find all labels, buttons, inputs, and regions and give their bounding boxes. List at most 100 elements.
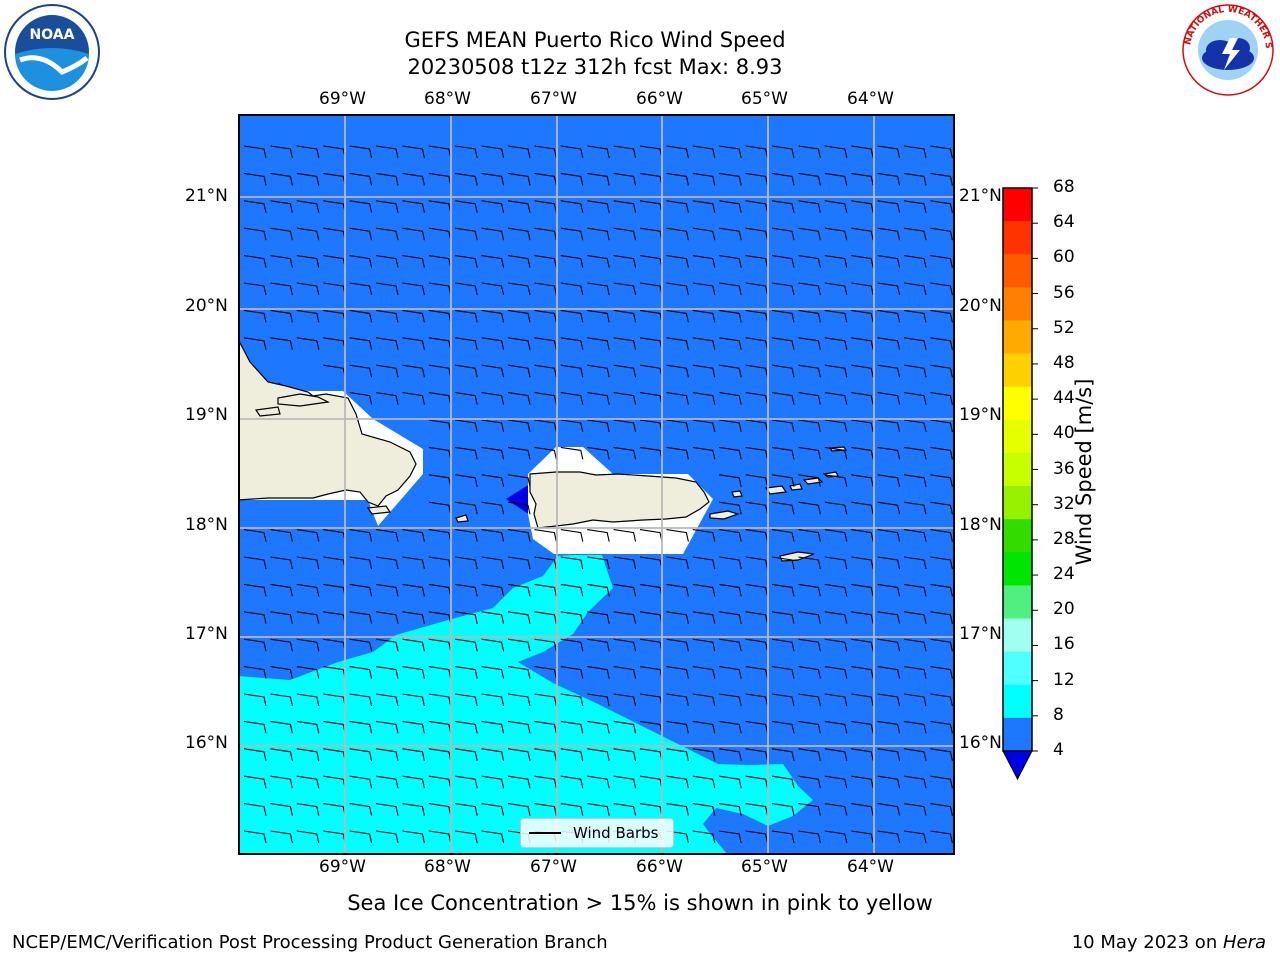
- wind-barb: [243, 282, 267, 296]
- wind-barb: [851, 693, 874, 707]
- wind-barb: [243, 200, 267, 213]
- wind-barb: [296, 748, 320, 761]
- wind-barb: [930, 474, 953, 487]
- wind-barb: [296, 720, 320, 734]
- wind-barb: [771, 666, 795, 679]
- wind-barb: [587, 666, 610, 679]
- wind-barb: [930, 419, 953, 433]
- wind-barb: [613, 419, 637, 433]
- wind-barb: [745, 309, 769, 323]
- wind-barb: [719, 282, 742, 296]
- wind-barb: [877, 501, 901, 515]
- wind-barb: [771, 803, 795, 816]
- wind-barb: [824, 529, 848, 542]
- wind-barb: [560, 446, 584, 460]
- wind-barb: [534, 583, 557, 597]
- wind-barb: [481, 255, 505, 268]
- lat-label-left-20n: 20°N: [185, 296, 228, 316]
- wind-barb: [243, 172, 267, 186]
- wind-barb: [587, 364, 610, 378]
- wind-barb: [270, 529, 293, 542]
- wind-barb: [455, 830, 478, 844]
- colorbar-tick-label: 32: [1053, 493, 1075, 514]
- wind-barb: [798, 693, 821, 707]
- wind-barb: [903, 227, 927, 241]
- wind-barb: [877, 392, 901, 405]
- wind-barb: [930, 337, 953, 350]
- colorbar-tick-label: 12: [1053, 669, 1075, 690]
- wind-barb: [613, 803, 637, 816]
- wind-barb: [455, 364, 478, 378]
- land-tortola: [802, 477, 824, 485]
- wind-barb: [402, 693, 425, 707]
- wind-barb: [402, 172, 425, 186]
- wind-barb: [455, 282, 478, 296]
- wind-barb: [507, 172, 531, 186]
- wind-barb: [903, 666, 927, 679]
- wind-barb: [481, 200, 505, 213]
- wind-barb: [903, 611, 927, 624]
- wind-barb: [666, 227, 689, 241]
- wind-barb: [587, 200, 610, 213]
- wind-barb: [507, 748, 531, 761]
- wind-barb: [745, 227, 769, 241]
- wind-barb: [402, 583, 425, 597]
- wind-barb: [745, 172, 769, 186]
- wind-barb: [613, 337, 637, 350]
- wind-barb: [666, 529, 689, 542]
- wind-barb: [507, 803, 531, 816]
- wind-barb: [375, 172, 399, 186]
- lon-label-bottom-65w: 65°W: [741, 857, 788, 877]
- wind-barb: [666, 364, 689, 378]
- wind-barb: [903, 583, 927, 597]
- wind-barb: [560, 720, 584, 734]
- wind-barb: [903, 501, 927, 515]
- wind-barb: [877, 720, 901, 734]
- wind-barb: [560, 419, 584, 433]
- wind-barb: [507, 775, 531, 789]
- wind-barb: [243, 611, 267, 624]
- wind-barb: [666, 638, 689, 652]
- wind-barb: [296, 145, 320, 159]
- wind-barb: [877, 255, 901, 268]
- wind-barb: [692, 446, 716, 460]
- wind-barb: [534, 145, 557, 159]
- wind-barb: [402, 227, 425, 241]
- wind-barb: [877, 337, 901, 350]
- wind-barb: [560, 364, 584, 378]
- wind-barb: [930, 529, 953, 542]
- wind-barb: [560, 638, 584, 652]
- wind-barb: [296, 830, 320, 844]
- wind-barb: [534, 638, 557, 652]
- wind-barb: [798, 337, 821, 350]
- wind-barb: [719, 529, 742, 542]
- wind-barb: [349, 309, 373, 323]
- wind-barb: [507, 227, 531, 241]
- wind-barb: [587, 419, 610, 433]
- wind-barb: [349, 392, 373, 405]
- wind-barb: [349, 282, 373, 296]
- wind-barb: [481, 775, 505, 789]
- wind-barb: [534, 364, 557, 378]
- wind-barb: [560, 803, 584, 816]
- cyan-speed-band: [238, 555, 813, 855]
- wind-barb: [851, 803, 874, 816]
- wind-barb: [481, 611, 505, 624]
- wind-barb: [481, 666, 505, 679]
- wind-barb: [534, 282, 557, 296]
- wind-barb: [455, 611, 478, 624]
- wind-barb: [534, 337, 557, 350]
- colorbar-segment: [1003, 320, 1032, 355]
- wind-barb: [402, 803, 425, 816]
- wind-barb: [375, 803, 399, 816]
- colorbar-tick-label: 68: [1053, 177, 1075, 197]
- wind-barb: [719, 145, 742, 159]
- land-gonave: [254, 406, 281, 417]
- wind-barb: [296, 282, 320, 296]
- wind-barb: [455, 419, 478, 433]
- wind-barb: [930, 446, 953, 460]
- wind-barb: [824, 419, 848, 433]
- wind-barb: [481, 392, 505, 405]
- wind-barb: [771, 748, 795, 761]
- wind-barb: [296, 255, 320, 268]
